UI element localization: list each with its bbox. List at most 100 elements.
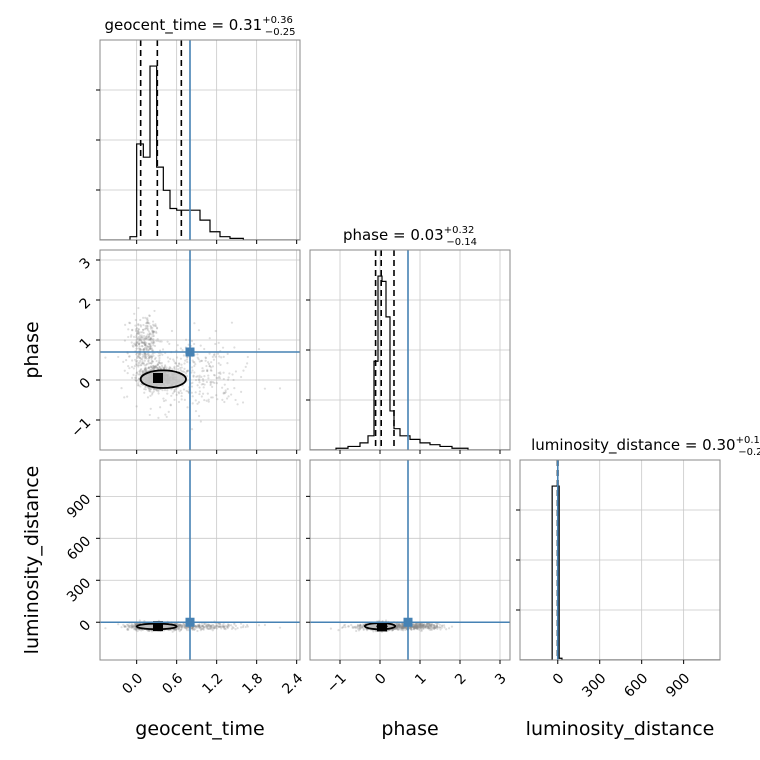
sample-point (164, 364, 167, 367)
sample-point (176, 623, 179, 626)
sample-point (137, 382, 140, 385)
sample-point (154, 365, 157, 368)
sample-point (140, 368, 143, 371)
sample-point (450, 625, 454, 628)
grid-lines (310, 460, 510, 660)
sample-point (147, 335, 151, 338)
sample-point (149, 327, 153, 330)
sample-point (356, 623, 360, 627)
sample-point (187, 343, 190, 346)
sample-point (218, 622, 222, 626)
sample-point (221, 346, 225, 349)
sample-point (202, 625, 205, 629)
sample-point (168, 342, 171, 345)
sample-point (236, 626, 239, 630)
sample-point (246, 624, 249, 627)
sample-point (395, 626, 398, 629)
sample-point (136, 356, 139, 359)
sample-point (433, 626, 437, 629)
sample-point (146, 328, 149, 332)
sample-point (395, 624, 399, 628)
sample-point (202, 379, 205, 383)
sample-point (149, 345, 153, 348)
sample-point (143, 341, 146, 344)
sample-point (147, 367, 151, 370)
sample-point (203, 383, 206, 386)
sample-point (359, 624, 362, 627)
sample-point (419, 624, 422, 627)
sample-point (217, 341, 220, 344)
sample-point (149, 338, 152, 341)
sample-point (132, 625, 135, 628)
sample-point (135, 327, 139, 330)
sample-point (214, 626, 217, 629)
sample-point (206, 625, 209, 628)
sample-point (413, 625, 417, 628)
sample-point (125, 625, 128, 628)
sample-point (433, 625, 437, 628)
sample-point (147, 357, 150, 360)
sample-point (208, 337, 211, 340)
sample-point (434, 626, 437, 629)
sample-point (183, 371, 186, 374)
sample-point (151, 368, 154, 371)
sample-point (190, 627, 194, 630)
sample-point (422, 627, 425, 631)
sample-point (179, 369, 182, 372)
sample-point (401, 625, 404, 628)
sample-point (153, 388, 156, 391)
sample-point (206, 361, 210, 364)
sample-point (147, 352, 150, 355)
sample-point (441, 624, 444, 627)
sample-point (401, 624, 404, 627)
panel-content (310, 460, 510, 660)
sample-point (419, 626, 422, 630)
sample-point (143, 369, 146, 372)
sample-point (401, 622, 404, 625)
sample-point (426, 626, 429, 629)
sample-point (354, 625, 357, 628)
sample-point (227, 395, 230, 398)
sample-point (213, 353, 216, 356)
sample-point (217, 625, 220, 629)
sample-point (150, 342, 153, 345)
sample-point (343, 623, 347, 627)
sample-point (201, 367, 204, 370)
sample-point (215, 394, 218, 397)
sample-point (427, 627, 430, 630)
sample-point (409, 626, 412, 629)
sample-point (211, 385, 214, 388)
sample-point (135, 332, 139, 336)
sample-point (418, 625, 421, 628)
sample-point (171, 368, 174, 371)
sample-point (200, 359, 204, 362)
sample-point (416, 625, 419, 628)
sample-point (221, 625, 224, 628)
panel-title-phase: phase = 0.03+0.32 −0.14 (343, 225, 477, 248)
sample-point (347, 625, 351, 628)
sample-point (410, 628, 413, 631)
sample-point (209, 382, 212, 385)
sample-point (226, 627, 229, 630)
sample-point (228, 624, 231, 627)
sample-point (194, 625, 198, 628)
sample-point (421, 623, 424, 626)
panel-content (100, 250, 300, 450)
sample-point (143, 352, 146, 355)
sample-point (142, 371, 145, 374)
sample-point (158, 359, 161, 362)
sample-point (135, 342, 138, 345)
sample-point (177, 627, 181, 630)
sample-point (169, 357, 172, 361)
sample-point (132, 626, 136, 629)
sample-point (161, 348, 165, 351)
sample-point (395, 623, 398, 626)
sample-point (396, 625, 399, 628)
sample-point (153, 366, 157, 369)
sample-point (151, 329, 154, 332)
sample-point (146, 386, 150, 389)
sample-point (197, 624, 201, 627)
title-param: luminosity_distance (531, 436, 680, 455)
sample-point (198, 624, 201, 627)
sample-point (144, 337, 147, 340)
